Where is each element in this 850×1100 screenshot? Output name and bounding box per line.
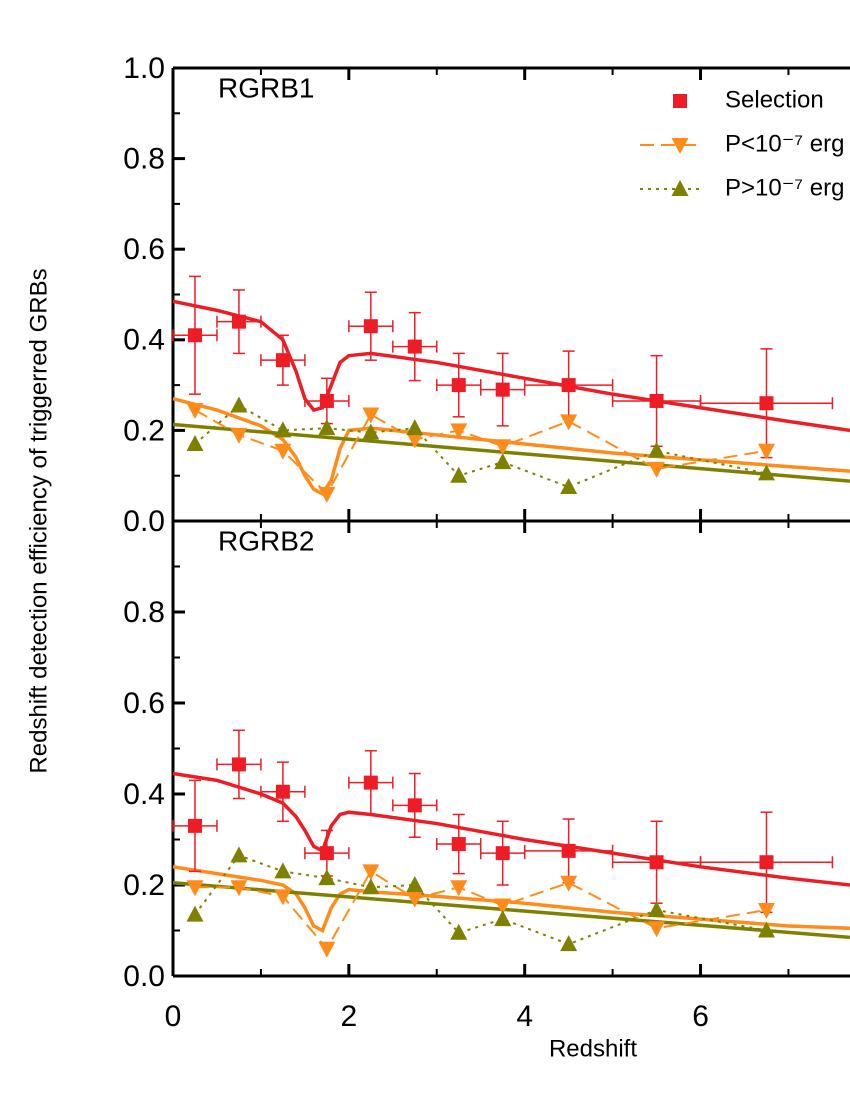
data-point: [275, 353, 290, 368]
data-point: [186, 905, 204, 922]
x-tick-label: 0: [165, 1000, 182, 1033]
data-point: [759, 855, 774, 870]
data-point: [451, 837, 466, 852]
legend-marker: [671, 138, 689, 154]
data-point: [406, 419, 424, 436]
data-point: [363, 775, 378, 790]
data-point: [759, 396, 774, 411]
data-point: [187, 328, 202, 343]
data-point: [494, 453, 512, 470]
x-tick-label: 2: [341, 1000, 358, 1033]
data-point: [230, 396, 248, 413]
data-point: [319, 846, 334, 861]
data-point: [362, 407, 380, 424]
data-point: [560, 875, 578, 892]
data-point: [362, 878, 380, 895]
data-point: [231, 314, 246, 329]
data-point: [230, 427, 248, 444]
panel-label: RGRB2: [218, 525, 314, 556]
data-point: [319, 393, 334, 408]
data-point: [274, 443, 292, 460]
data-point: [561, 378, 576, 393]
x-tick-label: 4: [516, 1000, 533, 1033]
y-tick-label: 0.6: [123, 233, 165, 266]
data-point: [318, 869, 336, 886]
data-point: [451, 378, 466, 393]
data-point: [407, 798, 422, 813]
fit-line: [172, 880, 850, 940]
data-point: [274, 889, 292, 906]
y-tick-label: 0.0: [123, 505, 165, 538]
panel-label: RGRB1: [218, 72, 314, 103]
data-point: [406, 876, 424, 892]
data-point: [649, 393, 664, 408]
data-point: [274, 421, 292, 438]
data-point: [450, 880, 468, 897]
data-point: [757, 903, 775, 920]
data-point: [450, 923, 468, 940]
legend-marker: [671, 180, 689, 196]
data-point: [406, 891, 424, 908]
y-tick-label: 0.6: [123, 687, 165, 720]
data-point: [649, 855, 664, 870]
legend-label: P<10⁻⁷ erg: [725, 130, 844, 157]
data-point: [560, 478, 578, 495]
x-axis-label: Redshift: [549, 1035, 637, 1062]
data-point: [648, 921, 666, 938]
data-point: [757, 921, 775, 938]
data-point: [318, 941, 336, 958]
fit-line: [172, 771, 850, 887]
data-point: [494, 898, 512, 915]
fit-line: [172, 396, 850, 497]
data-point: [230, 846, 248, 863]
data-point: [648, 901, 666, 918]
y-axis-label: Redshift detection efficiency of trigger…: [25, 268, 52, 773]
legend-label: Selection: [725, 86, 824, 113]
fit-line: [172, 299, 850, 433]
data-point: [362, 423, 380, 440]
legend-label: P>10⁻⁷ erg: [725, 174, 844, 201]
connector-line: [194, 854, 767, 946]
y-tick-label: 0.2: [123, 869, 165, 902]
data-point: [186, 403, 204, 420]
y-tick-label: 0.8: [123, 143, 165, 176]
fit-line: [172, 865, 850, 933]
data-point: [450, 466, 468, 483]
y-tick-label: 0.4: [123, 324, 165, 357]
y-tick-label: 0.2: [123, 414, 165, 447]
data-point: [560, 935, 578, 952]
x-tick-label: 6: [692, 1000, 709, 1033]
y-tick-label: 0.8: [123, 596, 165, 629]
data-point: [648, 441, 666, 458]
data-point: [318, 419, 336, 436]
data-point: [407, 339, 422, 354]
data-point: [495, 846, 510, 861]
data-point: [406, 432, 424, 449]
data-point: [274, 862, 292, 879]
data-point: [275, 784, 290, 799]
data-point: [231, 757, 246, 772]
y-tick-label: 0.0: [123, 960, 165, 993]
data-point: [230, 880, 248, 897]
data-point: [757, 443, 775, 460]
data-point: [495, 382, 510, 397]
data-point: [186, 434, 204, 451]
data-point: [494, 439, 512, 456]
data-point: [494, 910, 512, 927]
data-point: [648, 461, 666, 478]
y-tick-label: 1.0: [123, 52, 165, 85]
data-point: [362, 864, 380, 881]
data-point: [561, 843, 576, 858]
data-point: [560, 414, 578, 431]
legend-marker: [673, 94, 687, 108]
data-point: [757, 464, 775, 481]
data-point: [318, 486, 336, 503]
data-point: [186, 880, 204, 897]
data-point: [187, 818, 202, 833]
data-point: [363, 319, 378, 334]
data-point: [450, 423, 468, 440]
y-tick-label: 0.4: [123, 778, 165, 811]
